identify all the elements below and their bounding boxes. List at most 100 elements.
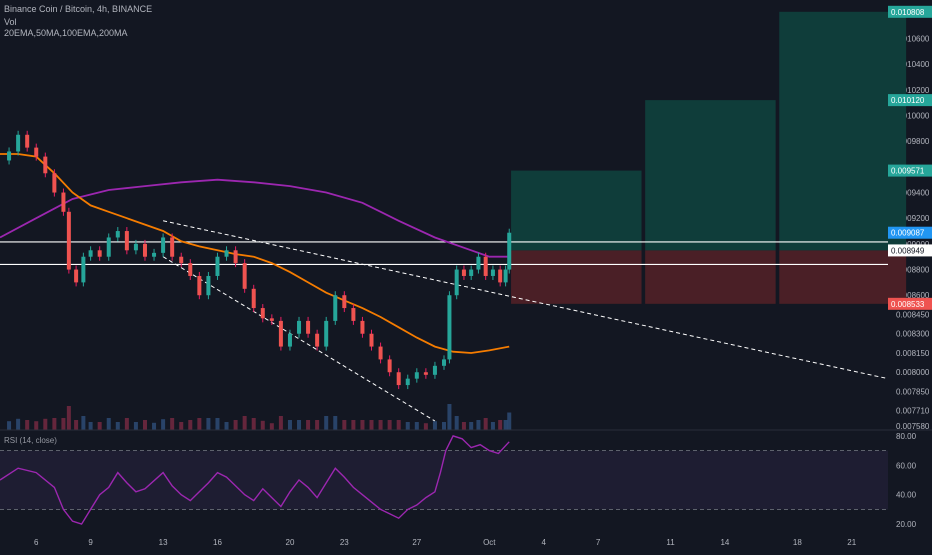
candle-body	[115, 231, 120, 238]
rsi-tick-label: 80.00	[896, 432, 917, 441]
volume-bar	[297, 420, 302, 430]
time-tick-label: 20	[286, 538, 295, 547]
target-zone	[779, 11, 907, 251]
volume-bar	[351, 420, 356, 430]
volume-bar	[507, 412, 512, 430]
candle-body	[324, 320, 329, 347]
volume-bar	[498, 420, 503, 430]
volume-bar	[483, 418, 488, 430]
volume-bar	[224, 422, 229, 430]
candle-body	[133, 243, 138, 251]
candle-body	[387, 359, 392, 373]
volume-bar	[133, 422, 138, 430]
volume-bar	[432, 421, 437, 430]
price-label-badge	[888, 297, 932, 310]
candle-body	[287, 333, 292, 347]
volume-bar	[396, 420, 401, 430]
time-tick-label: 4	[541, 538, 546, 547]
candle-body	[447, 295, 452, 360]
volume-bar	[7, 421, 12, 430]
price-tick-label: 0.009800	[896, 137, 930, 146]
price-tick-label: 0.010600	[896, 35, 930, 44]
stop-zone	[779, 250, 907, 304]
price-label: 0.008949	[891, 246, 925, 255]
time-tick-label: 11	[666, 538, 675, 547]
price-label-badge	[888, 164, 932, 177]
volume-bar	[66, 406, 71, 430]
candle-body	[278, 320, 283, 347]
volume-bar	[461, 422, 466, 430]
volume-bar	[25, 420, 30, 430]
volume-bar	[423, 423, 428, 430]
time-tick-label: Oct	[483, 538, 496, 547]
candle-body	[206, 275, 211, 296]
candle-body	[454, 269, 459, 296]
price-tick-label: 0.008300	[896, 330, 930, 339]
candle-body	[97, 250, 102, 257]
price-tick-label: 0.009200	[896, 214, 930, 223]
price-tick-label: 0.008800	[896, 266, 930, 275]
candle-body	[170, 237, 175, 257]
candle-body	[369, 333, 374, 347]
indicators-legend: 20EMA,50MA,100EMA,200MA	[4, 28, 128, 38]
candle-body	[414, 372, 419, 379]
price-label: 0.009571	[891, 167, 925, 176]
candle-body	[142, 243, 147, 257]
stop-zone	[645, 250, 776, 304]
volume-bar	[170, 418, 175, 430]
candle-body	[152, 252, 157, 257]
price-label: 0.010808	[891, 8, 925, 17]
target-zone	[645, 100, 776, 251]
candle-body	[306, 320, 311, 334]
volume-bar	[405, 422, 410, 430]
price-label: 0.009087	[891, 229, 925, 238]
candle-body	[503, 269, 508, 283]
volume-bar	[447, 404, 452, 430]
volume-bar	[260, 420, 265, 430]
candle-body	[188, 263, 193, 276]
candle-body	[269, 318, 274, 321]
volume-bar	[43, 418, 48, 430]
candle-body	[360, 320, 365, 334]
candle-body	[498, 269, 503, 283]
candle-body	[43, 156, 48, 174]
candle-body	[442, 359, 446, 366]
candle-body	[297, 320, 302, 334]
price-tick-label: 0.008600	[896, 291, 930, 300]
volume-bar	[61, 418, 66, 430]
candle-body	[351, 308, 356, 321]
volume-bar	[454, 416, 459, 430]
volume-bar	[115, 422, 120, 430]
trendline	[162, 220, 889, 380]
candle-body	[16, 134, 21, 152]
ma200-line	[0, 178, 510, 258]
volume-bar	[215, 418, 220, 430]
price-tick-label: 0.007580	[896, 422, 930, 431]
candle-body	[61, 192, 66, 212]
candle-body	[52, 173, 57, 193]
candle-body	[507, 232, 512, 270]
volume-bar	[81, 416, 86, 430]
target-zone	[511, 170, 642, 251]
candle-body	[476, 256, 481, 270]
price-tick-label: 0.007850	[896, 387, 930, 396]
volume-bar	[206, 418, 211, 430]
volume-bar	[414, 422, 419, 430]
rsi-tick-label: 20.00	[896, 520, 917, 529]
time-tick-label: 23	[340, 538, 349, 547]
candle-body	[461, 269, 466, 276]
price-label-badge	[888, 5, 932, 18]
volume-bar	[34, 421, 39, 430]
ema-line	[0, 153, 510, 354]
time-tick-label: 14	[720, 538, 729, 547]
volume-bar	[287, 420, 292, 430]
volume-bar	[142, 420, 147, 430]
volume-bar	[188, 420, 193, 430]
candle-body	[124, 231, 129, 251]
time-tick-label: 21	[847, 538, 856, 547]
price-tick-label: 0.009000	[896, 240, 930, 249]
price-tick-label: 0.008450	[896, 310, 930, 319]
price-tick-label: 0.010200	[896, 86, 930, 95]
candle-body	[34, 147, 39, 157]
